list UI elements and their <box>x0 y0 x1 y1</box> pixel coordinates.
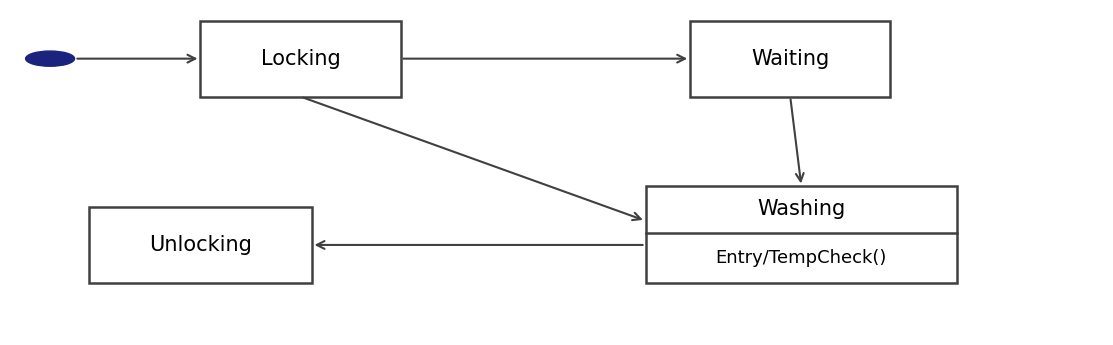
FancyBboxPatch shape <box>89 207 312 283</box>
Text: Waiting: Waiting <box>751 49 829 69</box>
Text: Unlocking: Unlocking <box>149 235 252 255</box>
Text: Locking: Locking <box>260 49 341 69</box>
FancyBboxPatch shape <box>690 21 890 97</box>
Circle shape <box>26 51 75 66</box>
Text: Washing: Washing <box>757 199 846 219</box>
Text: Entry/TempCheck(): Entry/TempCheck() <box>716 249 887 267</box>
FancyBboxPatch shape <box>200 21 401 97</box>
FancyBboxPatch shape <box>646 186 957 283</box>
